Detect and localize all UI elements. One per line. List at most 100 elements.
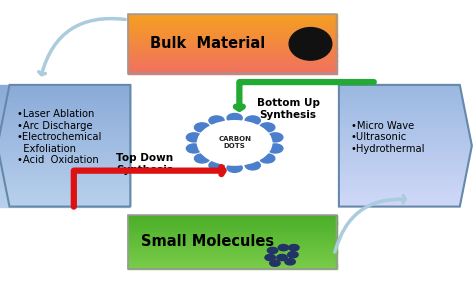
Bar — [0, 160, 130, 162]
Bar — [334, 119, 474, 121]
Bar — [334, 97, 474, 99]
Text: Top Down
Synthesis: Top Down Synthesis — [116, 153, 173, 175]
Bar — [334, 196, 474, 198]
Bar — [334, 188, 474, 190]
Bar — [128, 220, 337, 222]
Bar — [334, 158, 474, 160]
Bar — [0, 127, 130, 130]
Bar — [0, 154, 130, 156]
Bar — [128, 235, 337, 237]
Bar — [334, 166, 474, 168]
Bar — [334, 129, 474, 132]
Bar — [128, 263, 337, 265]
Bar — [128, 65, 337, 67]
Circle shape — [186, 144, 201, 153]
Bar — [128, 217, 337, 218]
Circle shape — [270, 260, 280, 266]
Bar — [0, 103, 130, 105]
Bar — [128, 256, 337, 257]
Circle shape — [186, 133, 201, 142]
Bar — [0, 85, 135, 87]
Bar — [128, 228, 337, 229]
Bar — [0, 164, 135, 166]
Text: •Micro Wave
•Ultrasonic
•Hydrothermal: •Micro Wave •Ultrasonic •Hydrothermal — [351, 121, 425, 154]
Bar — [0, 117, 135, 119]
Bar — [0, 93, 135, 95]
Circle shape — [245, 116, 260, 125]
Bar — [128, 16, 337, 18]
Bar — [334, 192, 474, 194]
Polygon shape — [0, 85, 130, 207]
Bar — [128, 64, 337, 65]
Bar — [334, 123, 474, 125]
Text: Small Molecules: Small Molecules — [141, 234, 274, 250]
Circle shape — [194, 123, 210, 132]
Bar — [0, 180, 135, 182]
Bar — [128, 68, 337, 70]
Bar — [128, 25, 337, 26]
Bar — [128, 70, 337, 71]
Bar — [334, 125, 474, 127]
Bar — [0, 129, 130, 132]
Bar — [334, 198, 474, 200]
Bar — [0, 145, 130, 148]
Bar — [0, 178, 130, 180]
Bar — [334, 164, 474, 166]
Bar — [0, 139, 135, 142]
Bar — [0, 198, 135, 200]
Circle shape — [265, 254, 275, 261]
Bar — [0, 147, 135, 150]
Bar — [334, 156, 474, 158]
Bar — [334, 115, 474, 117]
Bar — [0, 95, 135, 97]
Bar — [128, 224, 337, 226]
Bar — [334, 133, 474, 136]
Circle shape — [285, 259, 295, 265]
Bar — [128, 244, 337, 245]
Bar — [334, 174, 474, 176]
Bar — [0, 119, 135, 121]
Bar — [0, 170, 130, 172]
Bar — [0, 127, 135, 130]
Bar — [0, 121, 135, 123]
Bar — [0, 194, 135, 196]
Bar — [334, 180, 474, 182]
Bar — [128, 251, 337, 253]
Bar — [128, 223, 337, 225]
Bar — [0, 131, 130, 134]
Bar — [128, 22, 337, 24]
Bar — [128, 227, 337, 228]
Bar — [0, 107, 130, 109]
Bar — [0, 149, 130, 152]
Bar — [334, 143, 474, 146]
Bar — [0, 184, 135, 186]
Circle shape — [194, 154, 210, 163]
Ellipse shape — [289, 28, 332, 60]
Bar — [0, 156, 130, 158]
Bar — [334, 137, 474, 140]
Bar — [0, 117, 130, 119]
Bar — [0, 160, 135, 162]
Bar — [128, 66, 337, 68]
Bar — [128, 249, 337, 250]
Bar — [0, 176, 130, 178]
Bar — [334, 131, 474, 134]
Bar — [0, 125, 130, 127]
Bar — [128, 23, 337, 25]
Bar — [334, 176, 474, 178]
Bar — [0, 180, 130, 182]
Bar — [128, 45, 337, 46]
Bar — [334, 117, 474, 119]
Bar — [334, 139, 474, 142]
Circle shape — [268, 144, 283, 153]
Bar — [0, 89, 130, 91]
Bar — [128, 246, 337, 247]
Bar — [128, 261, 337, 262]
Circle shape — [209, 116, 224, 125]
Circle shape — [260, 123, 275, 132]
Bar — [0, 200, 135, 203]
Bar — [128, 264, 337, 266]
Bar — [334, 178, 474, 180]
Bar — [128, 60, 337, 62]
Bar — [0, 190, 135, 192]
